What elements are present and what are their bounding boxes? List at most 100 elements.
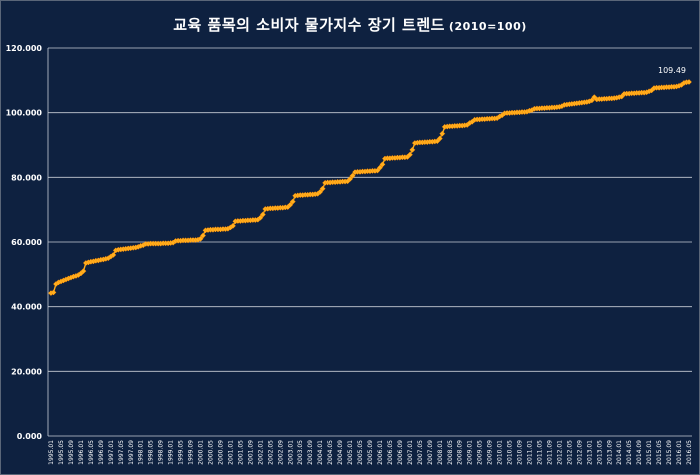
x-tick-label: 2011.05	[536, 440, 543, 465]
x-tick-label: 2001.01	[227, 440, 234, 465]
x-tick-label: 2007.01	[407, 440, 414, 465]
x-tick-label: 1997.05	[118, 440, 125, 465]
x-tick-label: 2000.01	[198, 440, 205, 465]
data-point	[197, 235, 204, 242]
data-point	[317, 188, 324, 195]
data-point	[319, 185, 326, 192]
x-tick-label: 2008.05	[447, 440, 454, 465]
x-tick-label: 2003.05	[297, 440, 304, 465]
x-tick-label: 2011.01	[527, 440, 534, 465]
chart-title-text: 교육 품목의 소비자 물가지수 장기 트렌드	[173, 16, 445, 34]
x-tick-label: 2001.05	[237, 440, 244, 465]
x-tick-label: 1999.09	[188, 440, 195, 465]
x-tick-label: 2003.01	[287, 440, 294, 465]
x-tick-label: 2015.05	[656, 440, 663, 465]
x-tick-label: 2002.01	[257, 440, 264, 465]
x-tick-label: 2004.09	[337, 440, 344, 465]
x-tick-label: 2005.09	[367, 440, 374, 465]
data-point	[686, 79, 692, 85]
x-tick-label: 2009.09	[487, 440, 494, 465]
x-tick-label: 2012.05	[566, 440, 573, 465]
series-line	[50, 81, 690, 294]
chart-subtitle: (2010=100)	[448, 20, 527, 33]
data-point	[409, 146, 416, 153]
x-tick-label: 2008.09	[457, 440, 464, 465]
data-point	[80, 268, 87, 275]
x-tick-label: 2000.09	[217, 440, 224, 465]
data-point	[229, 222, 236, 229]
x-tick-label: 2014.05	[626, 440, 633, 465]
x-tick-label: 2015.09	[666, 440, 673, 465]
x-tick-label: 1995.01	[48, 440, 55, 465]
data-point	[377, 164, 383, 171]
x-tick-label: 1997.01	[108, 440, 115, 465]
x-tick-label: 1995.09	[68, 440, 75, 465]
x-tick-label: 2004.05	[327, 440, 334, 465]
x-tick-label: 2012.09	[576, 440, 583, 465]
x-tick-label: 1998.01	[138, 440, 145, 465]
y-tick-label: 20.000	[11, 367, 42, 376]
data-point	[349, 172, 356, 179]
x-tick-label: 2016.01	[676, 440, 683, 465]
y-axis-ticks: 0.000 20.000 40.000 60.000 80.000 100.000 120.…	[6, 44, 43, 441]
y-tick-label: 60.000	[11, 238, 42, 247]
x-tick-label: 2005.05	[357, 440, 364, 465]
x-tick-label: 2014.09	[636, 440, 643, 465]
series-layer	[48, 79, 692, 297]
x-tick-label: 2010.01	[497, 440, 504, 465]
y-tick-label: 0.000	[17, 432, 43, 441]
data-point	[439, 130, 446, 137]
x-tick-label: 2006.05	[387, 440, 394, 465]
x-tick-label: 2000.05	[208, 440, 215, 465]
data-point	[259, 211, 266, 218]
data-label: 109.49	[658, 66, 686, 75]
data-point	[347, 175, 354, 182]
chart-title: 교육 품목의 소비자 물가지수 장기 트렌드 (2010=100)	[0, 14, 700, 35]
x-tick-label: 2013.09	[606, 440, 613, 465]
x-tick-label: 2001.09	[247, 440, 254, 465]
x-axis-ticks: 1995.01 1995.05 1995.09 1996.01 1996.05 1996.…	[48, 440, 693, 465]
x-tick-label: 2007.09	[427, 440, 434, 465]
x-tick-label: 2014.01	[616, 440, 623, 465]
x-tick-label: 2010.09	[517, 440, 524, 465]
x-tick-label: 2015.01	[646, 440, 653, 465]
data-point	[50, 289, 57, 296]
data-point	[110, 251, 117, 258]
x-tick-label: 2004.01	[317, 440, 324, 465]
y-tick-label: 40.000	[11, 303, 42, 312]
data-point	[406, 151, 413, 158]
x-tick-label: 1997.09	[128, 440, 135, 465]
data-point	[379, 161, 386, 168]
data-point	[436, 135, 443, 142]
x-tick-label: 2003.09	[307, 440, 314, 465]
data-point	[289, 198, 296, 205]
x-tick-label: 2008.01	[437, 440, 444, 465]
x-tick-label: 2002.09	[277, 440, 284, 465]
x-tick-label: 2009.05	[477, 440, 484, 465]
y-tick-label: 80.000	[11, 173, 42, 182]
x-tick-label: 2013.01	[586, 440, 593, 465]
x-tick-label: 2006.01	[377, 440, 384, 465]
x-tick-label: 1996.05	[88, 440, 95, 465]
y-tick-label: 100.000	[6, 109, 43, 118]
x-tick-label: 2011.09	[546, 440, 553, 465]
x-tick-label: 1998.09	[158, 440, 165, 465]
data-point	[200, 232, 206, 239]
x-tick-label: 1996.01	[78, 440, 85, 465]
x-tick-label: 1998.05	[148, 440, 155, 465]
x-tick-label: 1999.01	[168, 440, 175, 465]
x-tick-label: 2012.01	[556, 440, 563, 465]
data-point	[588, 97, 595, 104]
x-tick-label: 2007.05	[417, 440, 424, 465]
x-tick-label: 2009.01	[467, 440, 474, 465]
data-labels: 109.49	[658, 66, 686, 75]
x-tick-label: 2006.09	[397, 440, 404, 465]
x-tick-label: 1995.05	[58, 440, 65, 465]
x-tick-label: 2002.05	[267, 440, 274, 465]
data-point	[257, 214, 264, 221]
x-tick-label: 1999.05	[178, 440, 185, 465]
x-tick-label: 1996.09	[98, 440, 105, 465]
grid-layer	[47, 47, 692, 437]
